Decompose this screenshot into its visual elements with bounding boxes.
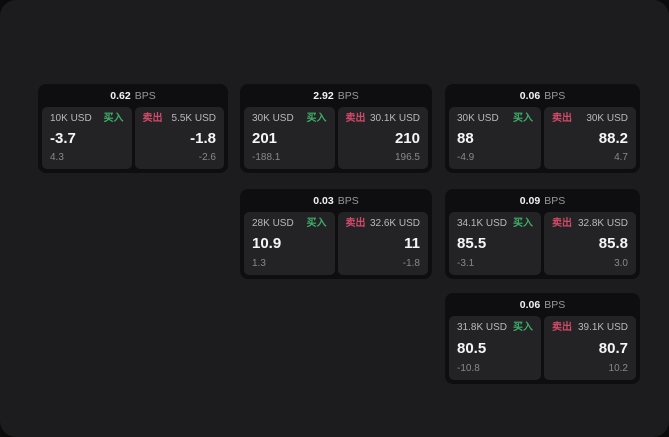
bps-unit-label: BPS: [544, 89, 566, 102]
card-header: 0.62 BPS: [38, 84, 228, 107]
sell-label: 卖出: [142, 113, 163, 124]
sell-label: 卖出: [345, 113, 366, 124]
sell-label: 卖出: [552, 218, 572, 229]
panels-row: 34.1K USD 买入 85.5 -3.1 卖出 32.8K USD 85.8…: [445, 212, 640, 279]
sell-panel[interactable]: 卖出 30.1K USD 210 196.5: [337, 107, 428, 169]
buy-panel[interactable]: 30K USD 买入 88 -4.9: [449, 107, 541, 169]
buy-sub-value: -4.9: [457, 152, 475, 163]
buy-value: 85.5: [457, 235, 487, 252]
bps-value: 0.06: [519, 89, 541, 102]
buy-sub-value: 1.3: [252, 258, 266, 269]
buy-sub-value: 4.3: [50, 152, 64, 163]
bps-unit-label: BPS: [544, 298, 566, 311]
sell-label: 卖出: [552, 113, 572, 124]
bps-value: 2.92: [313, 89, 334, 102]
panels-row: 30K USD 买入 201 -188.1 卖出 30.1K USD 210 1…: [240, 107, 432, 173]
quote-card-3: 0.06 BPS 30K USD 买入 88 -4.9 卖出 30K USD 8…: [445, 84, 640, 173]
buy-panel[interactable]: 31.8K USD 买入 80.5 -10.8: [449, 316, 541, 380]
sell-panel[interactable]: 卖出 32.8K USD 85.8 3.0: [544, 212, 636, 275]
buy-label: 买入: [306, 218, 327, 229]
sell-panel[interactable]: 卖出 5.5K USD -1.8 -2.6: [134, 107, 224, 169]
sell-value: 88.2: [598, 129, 628, 147]
buy-value: 88: [457, 129, 474, 147]
card-header: 0.06 BPS: [445, 293, 640, 316]
sell-value: 210: [394, 129, 420, 147]
quote-card-5: 0.09 BPS 34.1K USD 买入 85.5 -3.1 卖出 32.8K…: [445, 189, 640, 279]
buy-amount: 30K USD: [252, 113, 294, 124]
buy-panel[interactable]: 34.1K USD 买入 85.5 -3.1: [449, 212, 541, 275]
buy-panel[interactable]: 30K USD 买入 201 -188.1: [244, 107, 335, 169]
sell-sub-value: 10.2: [608, 363, 628, 374]
buy-value: 80.5: [457, 339, 487, 357]
buy-label: 买入: [513, 113, 533, 124]
card-header: 0.06 BPS: [445, 84, 640, 107]
bps-value: 0.62: [110, 89, 131, 102]
sell-panel[interactable]: 卖出 30K USD 88.2 4.7: [544, 107, 636, 169]
bps-unit-label: BPS: [134, 89, 156, 102]
buy-amount: 31.8K USD: [457, 322, 508, 333]
buy-panel[interactable]: 28K USD 买入 10.9 1.3: [244, 212, 335, 275]
bps-value: 0.06: [519, 298, 541, 311]
sell-sub-value: 3.0: [614, 258, 628, 269]
buy-value: 201: [252, 129, 278, 147]
buy-value: -3.7: [50, 129, 76, 147]
sell-amount: 30.1K USD: [369, 113, 420, 124]
buy-label: 买入: [103, 113, 124, 124]
bps-unit-label: BPS: [337, 194, 359, 207]
sell-label: 卖出: [552, 322, 572, 333]
sell-value: 80.7: [598, 339, 628, 357]
sell-amount: 32.6K USD: [369, 218, 420, 229]
panels-row: 31.8K USD 买入 80.5 -10.8 卖出 39.1K USD 80.…: [445, 316, 640, 384]
buy-sub-value: -10.8: [457, 363, 480, 374]
bps-value: 0.03: [313, 194, 334, 207]
buy-label: 买入: [306, 113, 327, 124]
sell-value: 85.8: [598, 235, 628, 252]
sell-amount: 5.5K USD: [171, 113, 216, 124]
quote-card-4: 0.03 BPS 28K USD 买入 10.9 1.3 卖出 32.6K US…: [240, 189, 432, 279]
card-header: 2.92 BPS: [240, 84, 432, 107]
buy-value: 10.9: [252, 235, 282, 252]
bps-value: 0.09: [519, 194, 541, 207]
panels-row: 10K USD 买入 -3.7 4.3 卖出 5.5K USD -1.8 -2.…: [38, 107, 228, 173]
buy-label: 买入: [513, 322, 533, 333]
panels-row: 30K USD 买入 88 -4.9 卖出 30K USD 88.2 4.7: [445, 107, 640, 173]
card-header: 0.09 BPS: [445, 189, 640, 212]
quote-card-1: 0.62 BPS 10K USD 买入 -3.7 4.3 卖出 5.5K USD…: [38, 84, 228, 173]
buy-sub-value: -3.1: [457, 258, 475, 269]
sell-label: 卖出: [345, 218, 366, 229]
buy-amount: 10K USD: [50, 113, 92, 124]
buy-label: 买入: [513, 218, 533, 229]
quote-card-2: 2.92 BPS 30K USD 买入 201 -188.1 卖出 30.1K …: [240, 84, 432, 173]
card-header: 0.03 BPS: [240, 189, 432, 212]
sell-panel[interactable]: 卖出 32.6K USD 11 -1.8: [337, 212, 428, 275]
panels-row: 28K USD 买入 10.9 1.3 卖出 32.6K USD 11 -1.8: [240, 212, 432, 279]
bps-unit-label: BPS: [337, 89, 359, 102]
sell-panel[interactable]: 卖出 39.1K USD 80.7 10.2: [544, 316, 636, 380]
sell-amount: 39.1K USD: [577, 322, 628, 333]
sell-sub-value: -2.6: [198, 152, 216, 163]
quote-card-6: 0.06 BPS 31.8K USD 买入 80.5 -10.8 卖出 39.1…: [445, 293, 640, 384]
buy-panel[interactable]: 10K USD 买入 -3.7 4.3: [42, 107, 132, 169]
sell-sub-value: 4.7: [614, 152, 628, 163]
sell-sub-value: 196.5: [394, 152, 420, 163]
buy-amount: 30K USD: [457, 113, 499, 124]
buy-amount: 34.1K USD: [457, 218, 508, 229]
bps-unit-label: BPS: [544, 194, 566, 207]
sell-value: -1.8: [190, 129, 216, 147]
buy-amount: 28K USD: [252, 218, 294, 229]
sell-amount: 32.8K USD: [577, 218, 628, 229]
buy-sub-value: -188.1: [252, 152, 281, 163]
sell-value: 11: [404, 235, 420, 252]
sell-amount: 30K USD: [586, 113, 628, 124]
sell-sub-value: -1.8: [402, 258, 420, 269]
